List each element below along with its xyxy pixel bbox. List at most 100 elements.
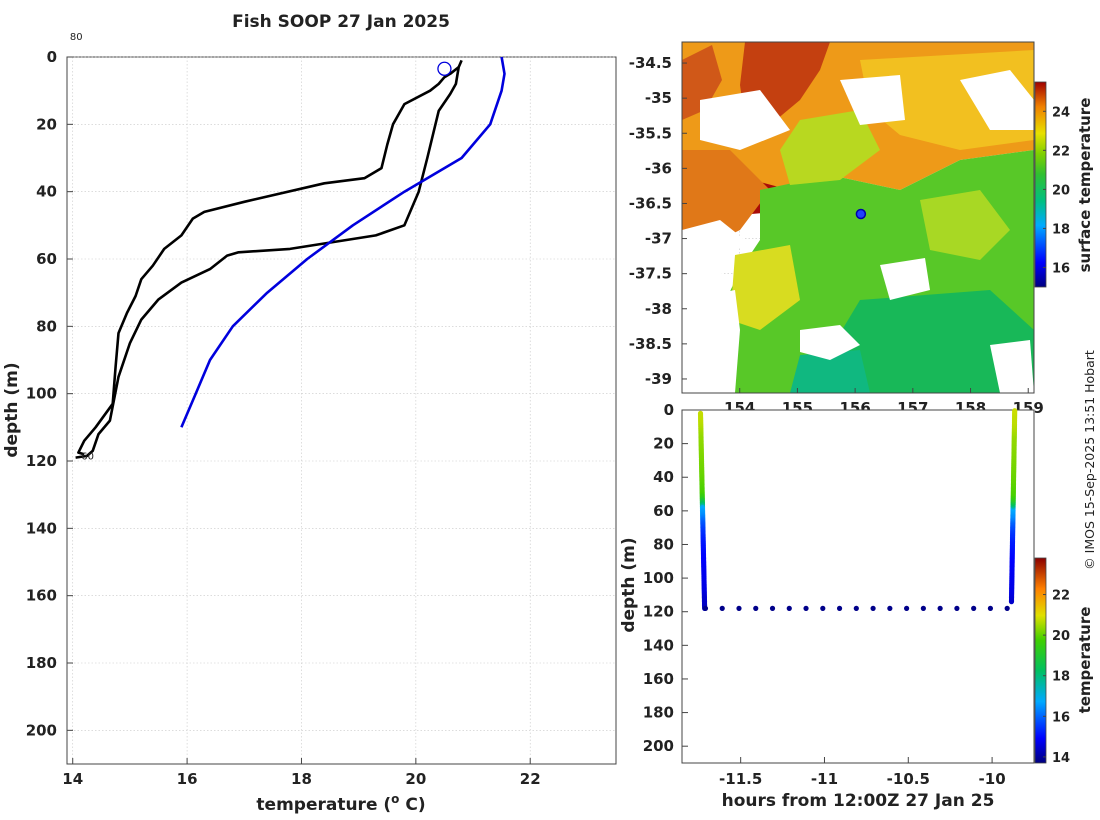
bottom-track-sample: [719, 605, 725, 611]
section-y-tick-label: 140: [643, 636, 674, 654]
bottom-track-sample: [1004, 605, 1010, 611]
temperature-colorbar: [1034, 557, 1047, 764]
bottom-track-sample: [937, 605, 943, 611]
section-y-tick-label: 180: [643, 704, 674, 722]
temperature-colorbar-ticks: 14 16 18 20 22: [1043, 589, 1070, 766]
credit-text: © IMOS 15-Sep-2025 13:51 Hobart: [1082, 350, 1097, 570]
sst-colorbar-tick-label: 20: [1052, 183, 1070, 198]
sst-region-southwest-yellow: [730, 245, 800, 330]
sst-colorbar-tick-label: 24: [1052, 105, 1070, 120]
profile-ticks: 14 16 18 20 22 0 20 40 60 80 100 120 140 160 180 200: [26, 48, 541, 788]
profile-x-axis-label: temperature (o C): [256, 792, 425, 815]
section-y-tick-label: 80: [653, 535, 674, 553]
bottom-track-sample: [769, 605, 776, 611]
x-tick-label: 16: [177, 770, 198, 788]
x-tick-label: 20: [405, 770, 426, 788]
chart-title: Fish SOOP 27 Jan 2025: [232, 12, 450, 32]
section-y-tick-label: 40: [653, 468, 674, 486]
map-y-tick-label: -37: [645, 230, 672, 248]
section-y-tick-label: 200: [643, 737, 674, 755]
profile-y-axis-label: depth (m): [2, 362, 22, 457]
section-x-tick-label: -10.5: [887, 770, 930, 788]
map-y-tick-label: -36.5: [629, 194, 672, 212]
y-tick-label: 100: [26, 385, 57, 403]
series-profile-down: [75, 59, 463, 459]
section-y-tick-label: 160: [643, 670, 674, 688]
x-tick-label: 14: [62, 770, 83, 788]
annotation-top: 80: [70, 32, 83, 43]
section-y-axis-label: depth (m): [619, 537, 639, 632]
map-y-tick-label: -35: [645, 89, 672, 107]
section-y-tick-label: 120: [643, 603, 674, 621]
sst-colorbar: [1034, 81, 1047, 288]
y-tick-label: 140: [26, 519, 57, 537]
bottom-track-sample: [987, 605, 994, 611]
sst-region-west-orange: [682, 150, 770, 290]
profile-axes-box: [66, 56, 617, 765]
sst-colorbar-tick-label: 22: [1052, 144, 1070, 159]
section-y-tick-label: 100: [643, 569, 674, 587]
bottom-track-sample: [820, 605, 826, 611]
bottom-track-sample: [753, 605, 759, 611]
y-tick-label: 120: [26, 452, 57, 470]
section-y-tick-label: 60: [653, 502, 674, 520]
bottom-track-sample: [786, 605, 792, 611]
x-tick-label: 18: [291, 770, 312, 788]
sst-map-panel: 154 155 156 157 158 159-34.5-35-35.5-36-36.5-…: [629, 41, 1094, 417]
section-x-axis-label: hours from 12:00Z 27 Jan 25: [722, 791, 995, 811]
y-tick-label: 40: [36, 183, 57, 201]
missing-data-cloud-southeast: [990, 340, 1034, 393]
sst-region-east-yellow: [920, 190, 1010, 260]
sst-region-southwest-cool: [790, 350, 870, 393]
sst-region-south-cool: [820, 290, 1034, 393]
temperature-colorbar-tick-label: 16: [1052, 710, 1070, 725]
bottom-track-sample: [887, 605, 893, 611]
map-y-tick-label: -36: [645, 159, 672, 177]
sst-colorbar-tick-label: 16: [1052, 261, 1070, 276]
y-tick-label: 80: [36, 317, 57, 335]
section-axes-box: [681, 409, 1035, 764]
upcast-sample: [1012, 408, 1018, 414]
missing-data-cloud-mid: [880, 258, 930, 300]
missing-data-cloud-north: [840, 75, 905, 125]
missing-data-cloud-northeast: [960, 70, 1034, 130]
sst-field: [682, 42, 1034, 393]
section-x-tick-label: -11.5: [719, 770, 762, 788]
temperature-colorbar-tick-label: 14: [1052, 751, 1070, 766]
section-ticks: -11.5 -11 -10.5 -10 0 20 40 60 80 100 120 140 160 180…: [643, 401, 1006, 788]
profile-panel: 14 16 18 20 22 0 20 40 60 80 100 120 140 160 180 200 80…: [2, 32, 617, 815]
bottom-track-sample: [870, 605, 876, 611]
missing-data-cloud-southwest: [682, 290, 740, 393]
section-y-tick-label: 0: [664, 401, 674, 419]
map-y-tick-label: -35.5: [629, 124, 672, 142]
ship-position-marker: [855, 208, 867, 220]
sst-map-frame: [681, 41, 1035, 394]
y-tick-label: 20: [36, 115, 57, 133]
section-x-tick-label: -11: [811, 770, 838, 788]
bottom-track-sample: [836, 605, 843, 611]
y-tick-label: 200: [26, 721, 57, 739]
section-x-tick-label: -10: [979, 770, 1006, 788]
map-y-tick-label: -38.5: [629, 335, 672, 353]
bottom-track-sample: [920, 605, 926, 611]
degree-superscript: o: [391, 792, 399, 806]
section-panel: -11.5 -11 -10.5 -10 0 20 40 60 80 100 120 140 160 180…: [619, 401, 1094, 811]
temperature-colorbar-tick-label: 18: [1052, 670, 1070, 685]
sst-colorbar-tick-label: 18: [1052, 222, 1070, 237]
bottom-track-sample: [904, 605, 910, 611]
map-y-tick-label: -37.5: [629, 265, 672, 283]
missing-data-cloud-northwest: [700, 90, 790, 150]
map-y-tick-label: -34.5: [629, 54, 672, 72]
series-profile-up: [77, 66, 460, 456]
y-tick-label: 180: [26, 654, 57, 672]
surface-sample-marker: [437, 61, 452, 76]
y-tick-label: 160: [26, 587, 57, 605]
bottom-track-sample: [853, 605, 859, 611]
sst-colorbar-label: surface temperature: [1076, 98, 1094, 273]
annotation-bottom: 60: [81, 451, 94, 462]
section-scatter: [697, 408, 1018, 611]
series-climatology: [180, 57, 506, 428]
bottom-track-sample: [736, 605, 742, 611]
y-tick-label: 0: [47, 48, 57, 66]
